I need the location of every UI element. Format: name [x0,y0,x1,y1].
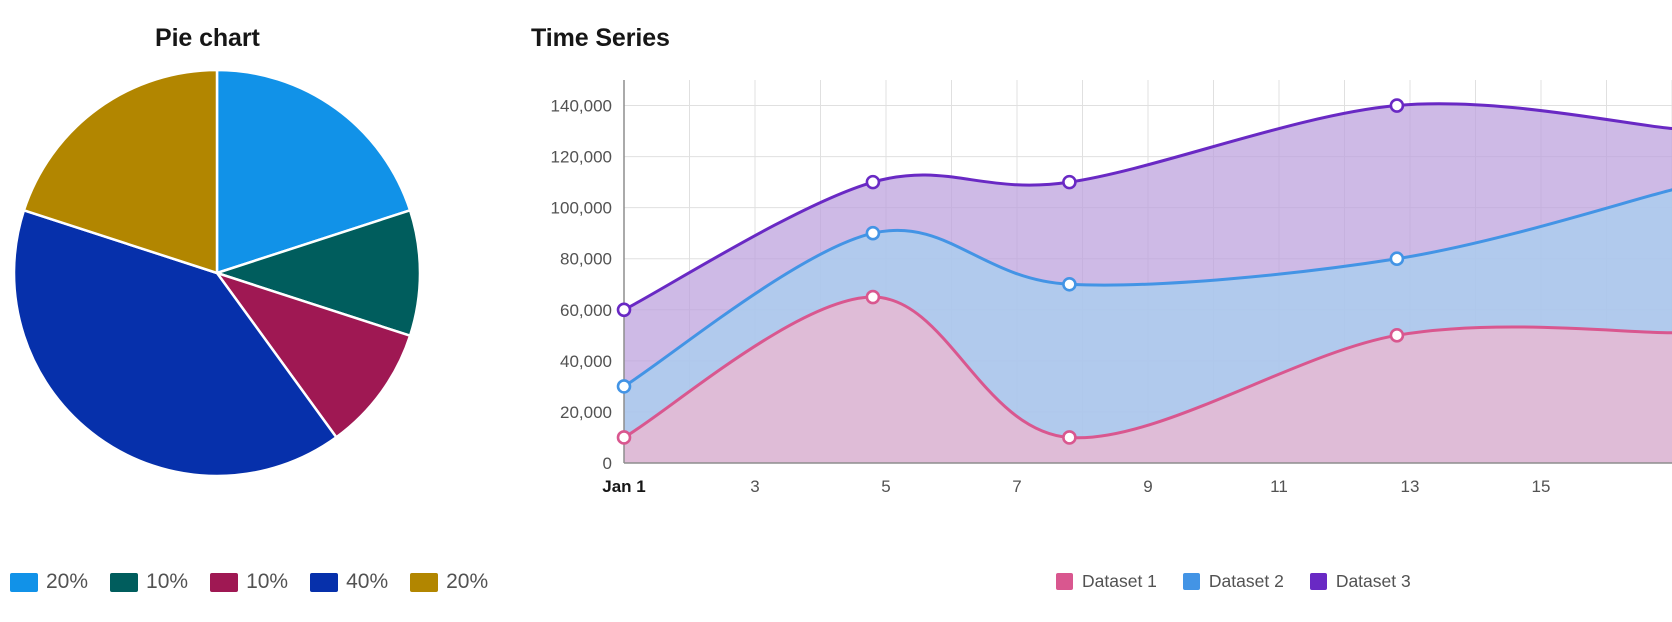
data-point-marker[interactable] [865,225,881,241]
legend-swatch-icon [410,572,439,592]
area-fill [624,297,1672,463]
y-tick-label: 80,000 [560,250,612,269]
legend-swatch-icon [1056,573,1073,590]
area-series-group [622,102,1672,463]
pie-chart-title: Pie chart [155,24,260,52]
legend-swatch-icon [1182,573,1200,590]
legend-label: Dataset 3 [1335,571,1411,591]
data-point-marker[interactable] [1389,98,1405,113]
legend-swatch-icon [110,572,139,592]
data-point-marker[interactable] [616,302,632,318]
legend-item[interactable]: Dataset 3 [1309,571,1411,592]
axis-lines [623,80,1672,464]
data-point-marker[interactable] [1062,430,1077,445]
series-line [622,102,1672,312]
legend-item[interactable]: Dataset 2 [1182,571,1284,592]
legend-label: 20% [446,570,489,593]
x-tick-label: 5 [881,477,890,496]
pie-chart-graphic [12,70,422,478]
data-point-marker[interactable] [865,289,881,305]
x-tick-label: 13 [1401,477,1420,496]
y-tick-label: 60,000 [560,301,612,320]
legend-item[interactable]: 10% [210,570,288,594]
x-tick-label: 3 [750,477,759,496]
legend-swatch-icon [10,572,38,592]
data-point-marker[interactable] [1062,174,1077,190]
y-tick-label: 40,000 [560,352,612,371]
x-tick-label: 9 [1143,477,1152,496]
y-tick-label: 140,000 [551,97,612,116]
legend-swatch-icon [210,572,239,592]
pie-chart-panel: Pie chart 20% 10% 10% 40% 20 [0,0,512,622]
legend-label: 20% [46,570,89,593]
data-point-marker[interactable] [1389,251,1405,267]
y-axis-tick-labels: 0 20,000 40,000 60,000 80,000 100,000 120,000 1… [551,97,612,473]
legend-item[interactable]: 20% [10,570,88,594]
y-tick-label: 100,000 [551,199,612,218]
data-point-marker[interactable] [616,430,632,445]
x-tick-label: 7 [1012,477,1021,496]
time-series-legend: Dataset 1 Dataset 2 Dataset 3 [1056,571,1437,592]
y-tick-label: 0 [603,454,612,473]
legend-item[interactable]: 40% [310,570,388,594]
legend-swatch-icon [310,572,339,592]
x-tick-label: 11 [1270,477,1288,496]
legend-item[interactable]: Dataset 1 [1056,571,1157,592]
data-point-marker[interactable] [616,379,632,394]
pie-slice[interactable] [212,208,422,338]
pie-slice[interactable] [22,70,219,275]
legend-item[interactable]: 20% [410,570,488,594]
legend-label: 10% [246,570,289,593]
pie-chart-legend: 20% 10% 10% 40% 20% [10,570,510,594]
pie-slice[interactable] [215,70,412,275]
legend-item[interactable]: 10% [110,570,188,594]
pie-slice-group [12,70,422,478]
x-axis-tick-labels: Jan 1 3 5 7 9 11 13 15 [602,477,1550,496]
y-tick-label: 120,000 [551,148,612,167]
data-point-marker[interactable] [1062,276,1077,292]
x-tick-label: Jan 1 [602,477,645,496]
pie-slice[interactable] [213,270,412,439]
data-point-marker[interactable] [1389,328,1405,343]
data-point-markers [616,98,1405,445]
x-tick-label: 15 [1532,477,1551,496]
time-series-panel: Time Series 0 20,000 40,000 60,000 80,000 100… [512,0,1672,622]
legend-swatch-icon [1309,573,1327,590]
pie-slice[interactable] [12,208,339,478]
y-tick-label: 20,000 [560,403,612,422]
data-point-marker[interactable] [865,174,881,190]
time-series-graphic: 0 20,000 40,000 60,000 80,000 100,000 120,000 1… [551,80,1672,496]
legend-label: Dataset 1 [1082,571,1157,591]
legend-label: 40% [346,570,389,593]
legend-label: Dataset 2 [1208,571,1284,591]
legend-label: 10% [146,570,189,593]
time-series-title: Time Series [531,24,670,52]
